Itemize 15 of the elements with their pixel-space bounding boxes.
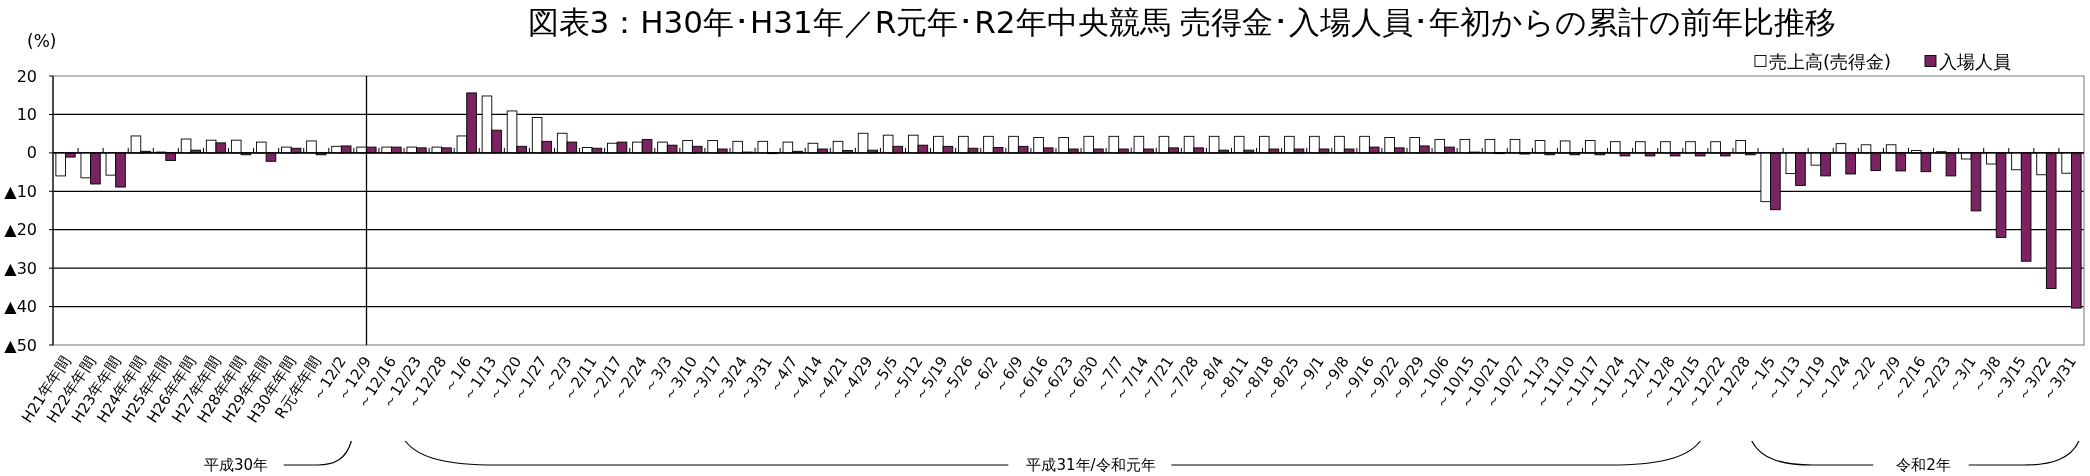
legend-label: 売上高(売得金)	[1768, 50, 1891, 72]
y-tick-label: 10	[16, 104, 37, 124]
y-tick-label: ▲30	[4, 258, 37, 278]
y-tick-label: ▲20	[4, 220, 37, 240]
annotation: 平成30年	[204, 440, 352, 474]
y-tick-label: ▲40	[4, 297, 37, 317]
y-tick-label: ▲50	[4, 335, 37, 355]
y-tick-label: 0	[26, 143, 37, 163]
annotation: 令和2年	[1751, 440, 2080, 474]
y-tick-label: ▲10	[4, 181, 37, 201]
legend-label: 入場人員	[1939, 50, 2011, 72]
chart-title: 図表3：H30年･H31年／R元年･R2年中央競馬 売得金･入場人員･年初からの累計の前年比推移	[527, 4, 1837, 40]
annotation: 平成31年/令和元年	[404, 440, 1701, 474]
y-tick-label: 20	[16, 66, 37, 86]
y-axis-title: (%)	[27, 31, 57, 51]
